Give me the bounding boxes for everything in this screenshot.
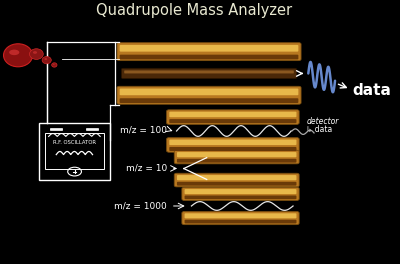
FancyBboxPatch shape bbox=[122, 68, 296, 79]
Ellipse shape bbox=[53, 64, 55, 65]
FancyBboxPatch shape bbox=[184, 196, 296, 199]
Bar bbox=[45, 133, 104, 169]
FancyBboxPatch shape bbox=[120, 98, 298, 103]
Text: m/z = 10: m/z = 10 bbox=[126, 164, 167, 173]
Ellipse shape bbox=[44, 58, 47, 60]
Ellipse shape bbox=[52, 63, 57, 67]
Ellipse shape bbox=[33, 51, 37, 54]
Text: m/z = 100: m/z = 100 bbox=[120, 126, 167, 135]
Text: data: data bbox=[352, 83, 391, 98]
FancyBboxPatch shape bbox=[184, 220, 296, 223]
FancyBboxPatch shape bbox=[184, 213, 296, 218]
FancyBboxPatch shape bbox=[167, 110, 299, 124]
FancyBboxPatch shape bbox=[169, 140, 296, 145]
FancyBboxPatch shape bbox=[124, 70, 294, 73]
Text: m/z = 1000: m/z = 1000 bbox=[114, 201, 167, 210]
FancyBboxPatch shape bbox=[174, 173, 299, 187]
FancyBboxPatch shape bbox=[120, 88, 298, 95]
FancyBboxPatch shape bbox=[117, 86, 301, 104]
FancyBboxPatch shape bbox=[169, 112, 296, 117]
FancyBboxPatch shape bbox=[184, 189, 296, 194]
FancyBboxPatch shape bbox=[167, 138, 299, 152]
Text: detector: detector bbox=[306, 117, 339, 126]
FancyBboxPatch shape bbox=[177, 182, 296, 186]
Ellipse shape bbox=[30, 49, 43, 59]
FancyBboxPatch shape bbox=[182, 211, 299, 225]
FancyBboxPatch shape bbox=[177, 159, 296, 163]
FancyBboxPatch shape bbox=[169, 147, 296, 151]
Ellipse shape bbox=[4, 44, 32, 67]
FancyBboxPatch shape bbox=[120, 55, 298, 59]
FancyBboxPatch shape bbox=[117, 43, 301, 61]
Title: Quadrupole Mass Analyzer: Quadrupole Mass Analyzer bbox=[96, 3, 292, 18]
FancyBboxPatch shape bbox=[120, 45, 298, 52]
Text: ↳ data: ↳ data bbox=[306, 125, 333, 134]
Text: R.F. OSCILLATOR: R.F. OSCILLATOR bbox=[53, 140, 96, 145]
Bar bbox=[39, 123, 110, 180]
FancyBboxPatch shape bbox=[177, 152, 296, 157]
FancyBboxPatch shape bbox=[182, 187, 299, 200]
Ellipse shape bbox=[42, 56, 51, 64]
FancyBboxPatch shape bbox=[169, 119, 296, 123]
FancyBboxPatch shape bbox=[177, 175, 296, 180]
Ellipse shape bbox=[9, 50, 19, 55]
FancyBboxPatch shape bbox=[174, 150, 299, 164]
